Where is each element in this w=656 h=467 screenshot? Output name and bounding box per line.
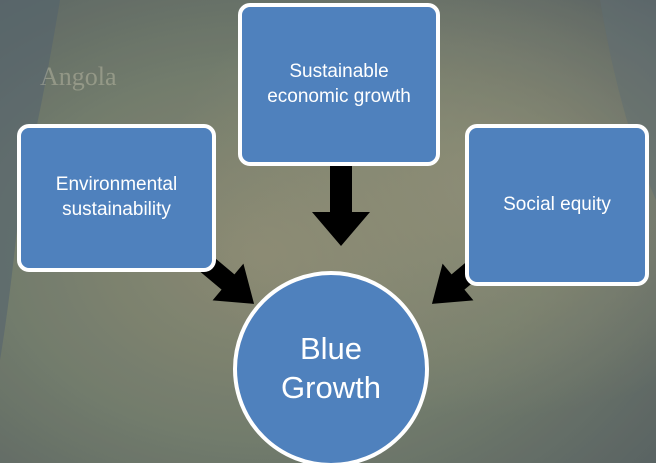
arrow-down — [312, 165, 370, 246]
node-circle: Blue Growth — [233, 271, 429, 467]
node-box: Social equity — [465, 124, 649, 286]
node-box: Sustainable economic growth — [238, 3, 440, 166]
node-box: Environmental sustainability — [17, 124, 216, 272]
page: Angola Sustainable economic growth Envir… — [0, 0, 656, 463]
